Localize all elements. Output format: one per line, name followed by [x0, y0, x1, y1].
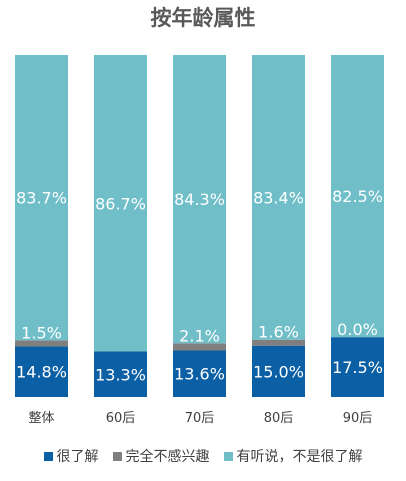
x-tick-label: 70后 [185, 411, 215, 426]
data-label-not-interested: 1.6% [258, 323, 299, 342]
bar-segment-很了解 [331, 337, 384, 397]
bar-segment-完全不感兴趣 [173, 343, 226, 351]
data-label-heard-of: 82.5% [332, 187, 383, 206]
x-tick-label: 整体 [28, 411, 54, 426]
legend-swatch [223, 451, 233, 461]
data-label-not-interested: 0.0% [337, 320, 378, 339]
bar-segment-有听说，不是很了解 [252, 55, 305, 340]
bar-segment-很了解 [173, 350, 226, 397]
data-label-very-familiar: 13.6% [174, 365, 225, 384]
legend: 很了解 完全不感兴趣 有听说，不是很了解 [0, 446, 406, 466]
stacked-bar-chart: 14.8% 1.5% 83.7% 整体 13.3% 86.7% 60后 13.6% 2.1% 84… [15, 55, 384, 426]
data-label-not-interested: 1.5% [21, 323, 62, 342]
bar-segment-有听说，不是很了解 [331, 55, 384, 338]
bar-segment-很了解 [252, 345, 305, 397]
data-label-heard-of: 83.4% [253, 188, 304, 207]
data-label-very-familiar: 17.5% [332, 358, 383, 377]
x-tick-label: 90后 [343, 411, 373, 426]
bar-segment-很了解 [94, 351, 147, 397]
data-label-very-familiar: 15.0% [253, 362, 304, 381]
data-label-heard-of: 83.7% [16, 189, 67, 208]
bar-segment-有听说，不是很了解 [94, 55, 147, 352]
legend-item-heard-of: 有听说，不是很了解 [223, 446, 363, 466]
legend-swatch [112, 451, 122, 461]
data-label-heard-of: 86.7% [95, 194, 146, 213]
bar-segment-有听说，不是很了解 [173, 55, 226, 344]
legend-label: 有听说，不是很了解 [236, 449, 363, 465]
chart-title: 按年龄属性 [150, 6, 256, 30]
x-tick-label: 80后 [264, 411, 294, 426]
legend-label: 很了解 [56, 449, 99, 465]
legend-label: 完全不感兴趣 [125, 449, 210, 465]
x-tick-label: 60后 [106, 411, 136, 426]
legend-item-very-familiar: 很了解 [43, 446, 99, 466]
bar-segment-有听说，不是很了解 [15, 55, 68, 341]
data-label-not-interested: 2.1% [179, 326, 220, 345]
bar-segment-很了解 [15, 346, 68, 397]
data-label-very-familiar: 13.3% [95, 365, 146, 384]
bar-segment-完全不感兴趣 [252, 339, 305, 346]
legend-item-not-interested: 完全不感兴趣 [112, 446, 210, 466]
data-label-very-familiar: 14.8% [16, 363, 67, 382]
legend-swatch [43, 451, 53, 461]
bar-segment-完全不感兴趣 [15, 340, 68, 347]
data-label-heard-of: 84.3% [174, 190, 225, 209]
